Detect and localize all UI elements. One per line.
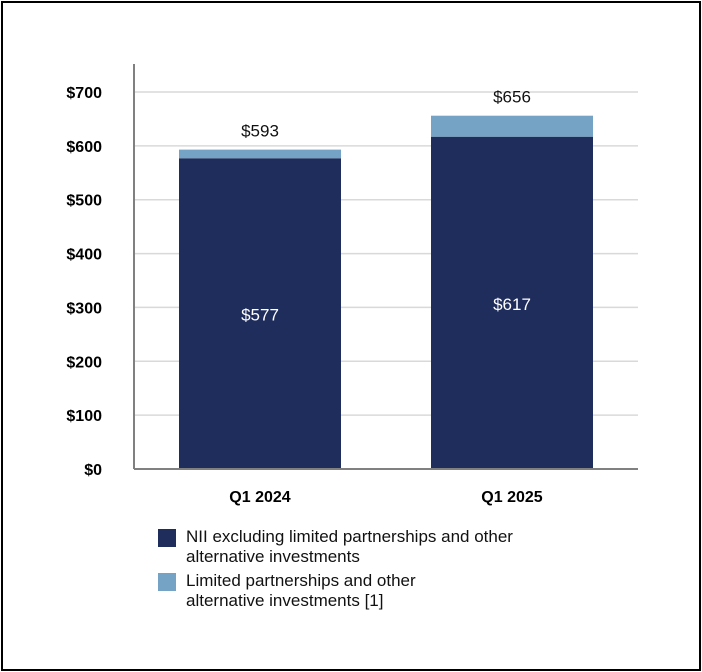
- y-tick-label: $200: [66, 354, 102, 371]
- legend-label-lp-line2: alternative investments [1]: [186, 591, 384, 610]
- bar-segment-limited-partnerships: [431, 115, 593, 137]
- legend-label-nii-line2: alternative investments: [186, 547, 360, 566]
- y-tick-label: $500: [66, 193, 102, 210]
- bar-segment-limited-partnerships: [179, 149, 341, 159]
- bar-data-label: $617: [493, 295, 531, 314]
- bar-total-label: $593: [241, 122, 279, 141]
- bar-segment-nii: [431, 136, 593, 470]
- legend-item-nii: NII excluding limited partnerships and o…: [158, 527, 578, 567]
- legend-item-limited-partnerships: Limited partnerships and other alternati…: [158, 571, 578, 611]
- bar-data-label: $577: [241, 306, 279, 325]
- y-tick-label: $100: [66, 408, 102, 425]
- x-tick-label: Q1 2025: [481, 489, 542, 506]
- y-tick-label: $300: [66, 300, 102, 317]
- legend-label-nii-line1: NII excluding limited partnerships and o…: [186, 527, 513, 546]
- y-tick-label: $700: [66, 85, 102, 102]
- legend-swatch-nii: [158, 529, 176, 547]
- legend-label-lp-line1: Limited partnerships and other: [186, 571, 416, 590]
- bar-segment-nii: [179, 158, 341, 469]
- y-tick-label: $600: [66, 139, 102, 156]
- y-tick-label: $400: [66, 247, 102, 264]
- y-tick-label: $0: [84, 462, 102, 479]
- x-tick-label: Q1 2024: [229, 489, 290, 506]
- legend: NII excluding limited partnerships and o…: [158, 527, 578, 615]
- bar-total-label: $656: [493, 88, 531, 107]
- legend-swatch-limited-partnerships: [158, 573, 176, 591]
